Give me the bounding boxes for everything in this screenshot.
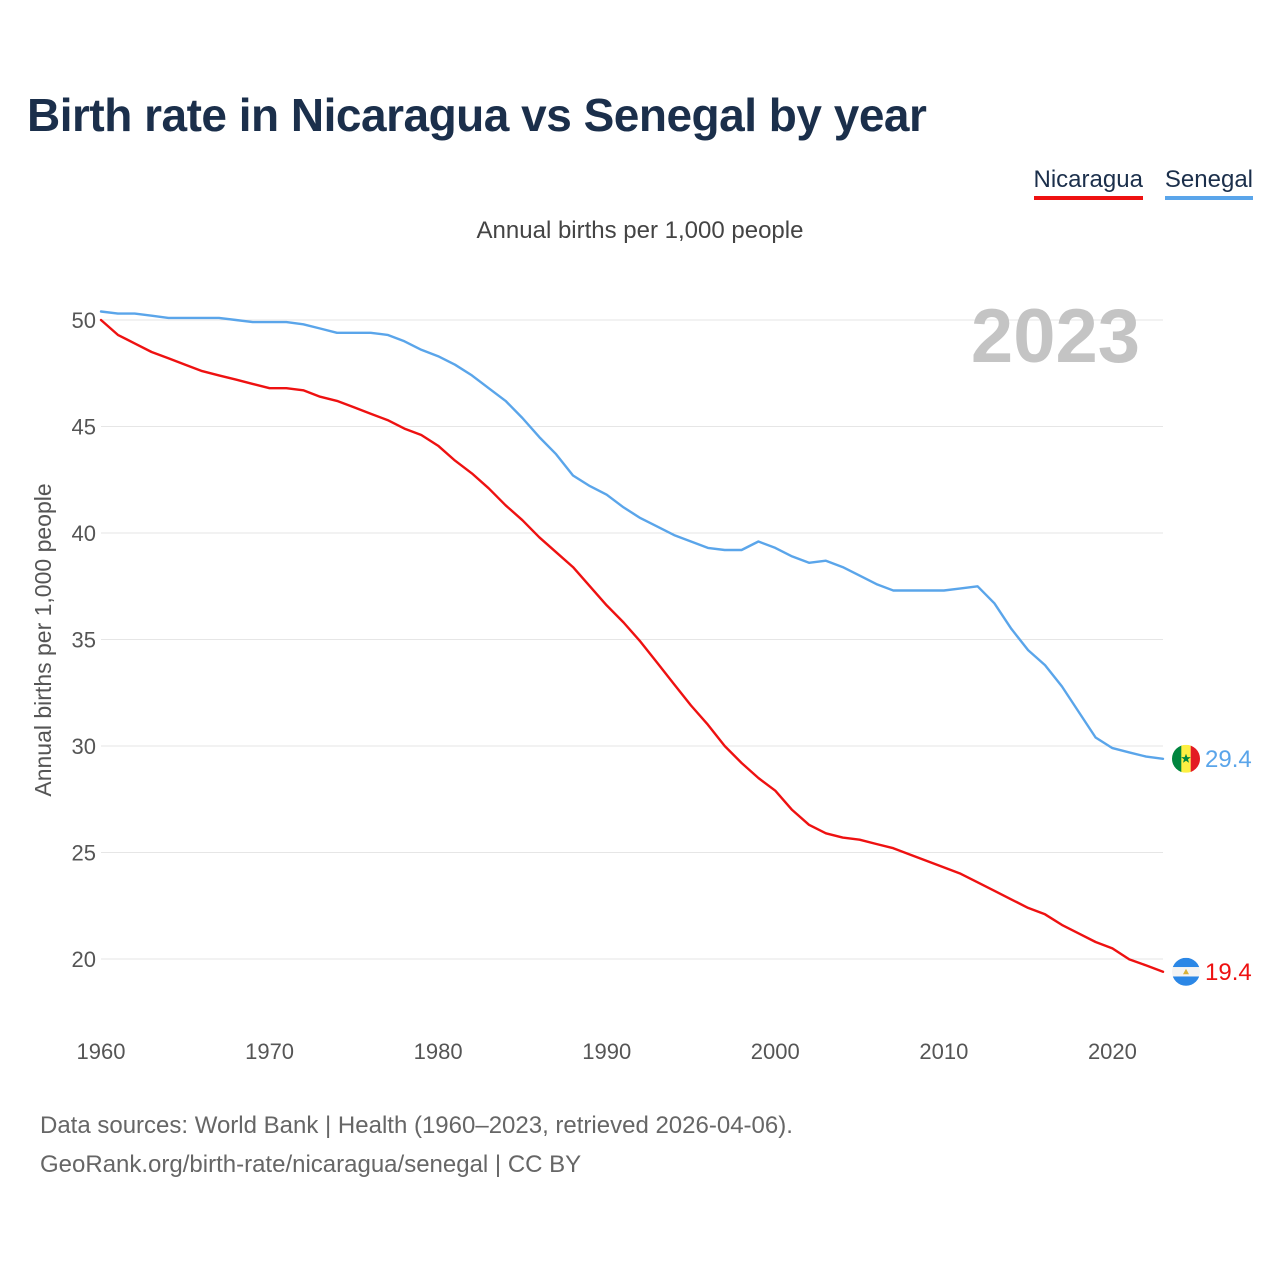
source-line-1: Data sources: World Bank | Health (1960–… — [40, 1112, 793, 1139]
legend-item-nicaragua[interactable]: Nicaragua — [1033, 166, 1143, 200]
y-tick-label-40: 40 — [72, 521, 96, 546]
y-axis-label: Annual births per 1,000 people — [30, 483, 56, 796]
x-tick-label-1970: 1970 — [245, 1039, 294, 1064]
y-tick-label-50: 50 — [72, 308, 96, 333]
legend: Nicaragua Senegal — [1033, 166, 1253, 200]
nicaragua-flag-icon — [1172, 957, 1200, 986]
senegal-flag-icon — [1172, 744, 1200, 773]
legend-item-senegal[interactable]: Senegal — [1164, 166, 1253, 200]
y-tick-label-25: 25 — [72, 841, 96, 866]
x-tick-label-2000: 2000 — [751, 1039, 800, 1064]
y-tick-label-45: 45 — [72, 415, 96, 440]
chart-title: Birth rate in Nicaragua vs Senegal by ye… — [27, 89, 927, 141]
x-tick-label-1960: 1960 — [77, 1039, 126, 1064]
nicaragua-end-value: 19.4 — [1205, 959, 1252, 986]
senegal-end-value: 29.4 — [1205, 746, 1252, 773]
series-line-nicaragua — [99, 318, 1165, 973]
data-source-note: Data sources: World Bank | Health (1960–… — [40, 1106, 793, 1184]
x-tick-label-2020: 2020 — [1088, 1039, 1137, 1064]
x-tick-label-1990: 1990 — [582, 1039, 631, 1064]
x-tick-label-1980: 1980 — [414, 1039, 463, 1064]
y-axis-ticks: 20 25 30 35 40 45 50 — [72, 308, 96, 972]
x-axis-ticks: 1960 1970 1980 1990 2000 2010 2020 — [77, 1039, 1137, 1064]
chart-subtitle: Annual births per 1,000 people — [476, 217, 804, 244]
end-markers — [1172, 744, 1200, 986]
x-tick-label-2010: 2010 — [919, 1039, 968, 1064]
source-line-2[interactable]: GeoRank.org/birth-rate/nicaragua/senegal… — [40, 1151, 582, 1178]
series-line-senegal — [99, 310, 1165, 760]
y-tick-label-20: 20 — [72, 947, 96, 972]
y-tick-label-35: 35 — [72, 628, 96, 653]
series-lines — [99, 310, 1165, 973]
gridlines — [101, 319, 1163, 960]
current-year-label: 2023 — [971, 294, 1140, 379]
y-tick-label-30: 30 — [72, 734, 96, 759]
